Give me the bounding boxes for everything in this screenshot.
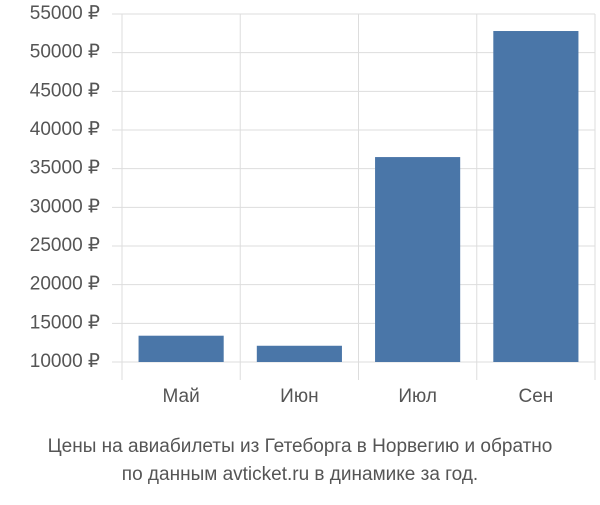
bar: [493, 31, 579, 362]
x-tick-label: Сен: [518, 386, 553, 407]
y-tick-label: 40000 ₽: [30, 119, 100, 140]
y-tick-label: 10000 ₽: [30, 351, 100, 372]
bar: [375, 157, 461, 362]
y-tick-label: 25000 ₽: [30, 235, 100, 256]
chart-title: Цены на авиабилеты из Гетеборга в Норвег…: [48, 436, 553, 457]
bar: [138, 335, 224, 362]
y-tick-label: 55000 ₽: [30, 3, 100, 24]
x-tick-label: Июн: [280, 386, 318, 407]
y-tick-label: 15000 ₽: [30, 312, 100, 333]
x-tick-label: Июл: [398, 386, 437, 407]
x-tick-label: Май: [163, 386, 200, 407]
chart-subtitle: по данным avticket.ru в динамике за год.: [122, 464, 478, 485]
y-tick-label: 35000 ₽: [30, 158, 100, 179]
y-tick-label: 20000 ₽: [30, 274, 100, 295]
y-tick-label: 45000 ₽: [30, 80, 100, 101]
bar: [256, 345, 342, 362]
y-tick-label: 50000 ₽: [30, 42, 100, 63]
y-tick-label: 30000 ₽: [30, 196, 100, 217]
